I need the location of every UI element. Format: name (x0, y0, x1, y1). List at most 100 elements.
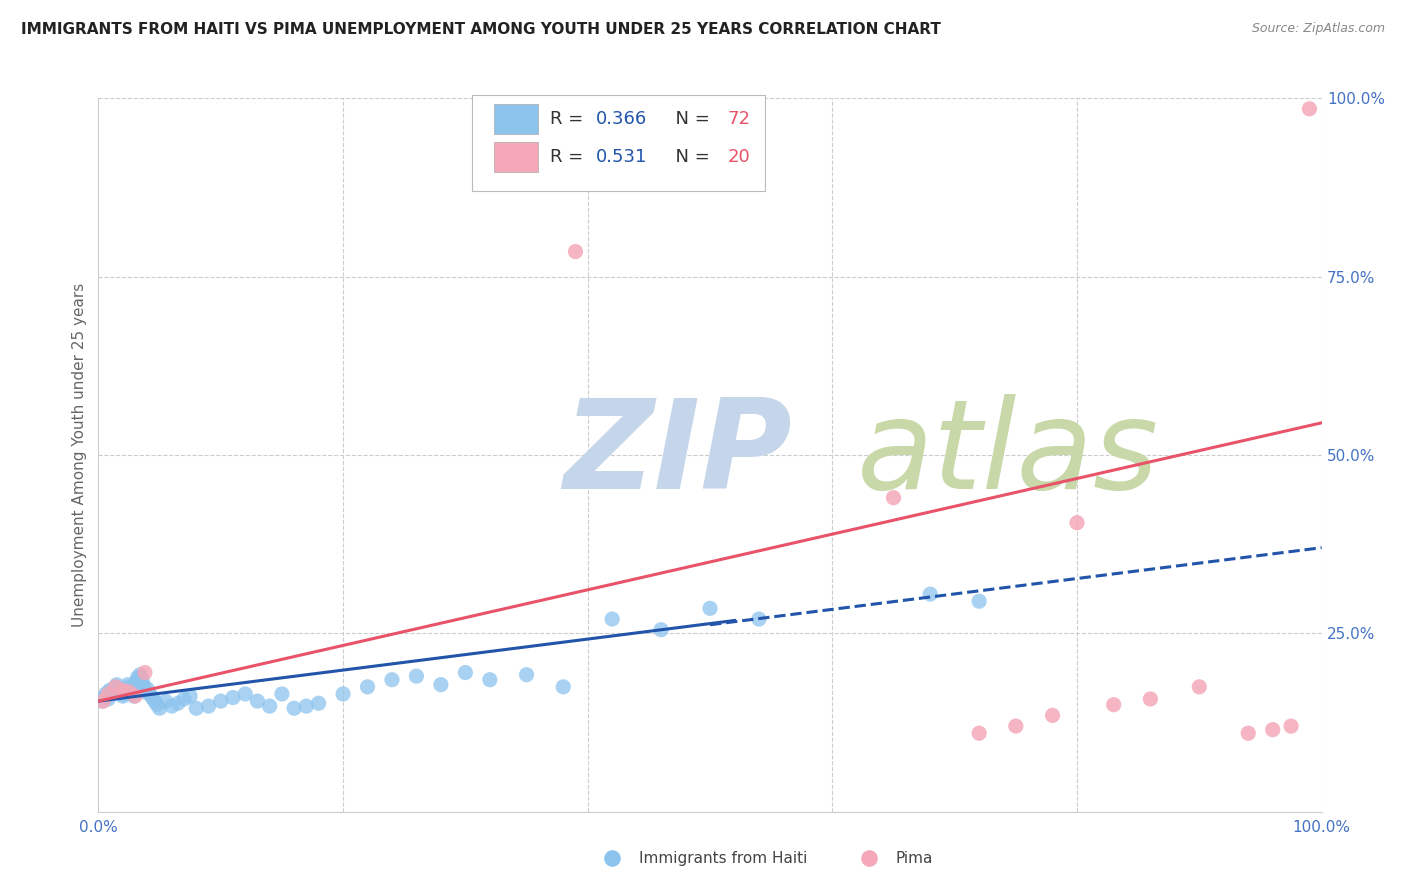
Point (136, 681, 159, 696)
Point (117, 678, 139, 692)
Point (699, 601, 721, 615)
Point (179, 689, 201, 703)
Point (107, 681, 129, 696)
Point (120, 685, 142, 699)
Point (134, 665, 156, 680)
Text: R =: R = (550, 110, 589, 128)
Text: Pima: Pima (896, 851, 934, 865)
Point (1102, 698, 1125, 712)
Point (564, 244, 586, 259)
Point (1004, 719, 1026, 733)
Point (186, 701, 208, 715)
Point (1298, 102, 1320, 116)
Point (295, 699, 318, 714)
Point (515, 667, 537, 681)
Point (270, 687, 294, 701)
Point (101, 681, 124, 696)
Point (104, 680, 127, 694)
Point (131, 674, 153, 689)
Point (105, 678, 128, 692)
Point (134, 685, 156, 699)
Point (96, 689, 118, 703)
Point (858, 851, 880, 865)
Point (111, 683, 134, 698)
Point (553, 680, 575, 694)
Point (155, 694, 177, 708)
Y-axis label: Unemployment Among Youth under 25 years: Unemployment Among Youth under 25 years (72, 283, 87, 627)
Point (748, 612, 770, 626)
Point (259, 699, 281, 714)
Point (600, 612, 623, 626)
Text: ZIP: ZIP (564, 394, 792, 516)
Point (129, 671, 152, 685)
Point (197, 699, 219, 714)
Point (1237, 726, 1260, 740)
Point (127, 671, 149, 685)
Point (1139, 692, 1161, 706)
Text: Source: ZipAtlas.com: Source: ZipAtlas.com (1251, 22, 1385, 36)
Point (108, 687, 131, 701)
Point (967, 594, 990, 608)
Point (120, 681, 142, 696)
FancyBboxPatch shape (494, 103, 537, 134)
Point (650, 623, 672, 637)
Point (149, 701, 172, 715)
Point (381, 673, 404, 687)
Point (478, 673, 501, 687)
Text: 0.531: 0.531 (596, 148, 648, 166)
Point (103, 685, 125, 699)
Point (125, 674, 148, 689)
Point (97, 692, 120, 706)
Point (430, 678, 453, 692)
Point (128, 673, 150, 687)
Text: N =: N = (664, 148, 716, 166)
Text: Immigrants from Haiti: Immigrants from Haiti (640, 851, 807, 865)
Point (143, 694, 166, 708)
Point (101, 687, 124, 701)
Point (454, 665, 477, 680)
Point (209, 694, 232, 708)
Text: N =: N = (664, 110, 716, 128)
Point (967, 726, 990, 740)
Point (124, 689, 146, 703)
Point (356, 680, 378, 694)
Text: 72: 72 (727, 110, 751, 128)
Point (1261, 723, 1284, 737)
Point (308, 696, 330, 710)
Point (405, 669, 427, 683)
Point (173, 692, 195, 706)
Point (97, 687, 120, 701)
Point (332, 687, 354, 701)
Point (118, 680, 141, 694)
Point (115, 681, 138, 696)
Point (222, 690, 245, 705)
Point (111, 685, 134, 699)
Point (246, 694, 269, 708)
Text: 0.366: 0.366 (596, 110, 648, 128)
FancyBboxPatch shape (471, 95, 765, 191)
Text: IMMIGRANTS FROM HAITI VS PIMA UNEMPLOYMENT AMONG YOUTH UNDER 25 YEARS CORRELATIO: IMMIGRANTS FROM HAITI VS PIMA UNEMPLOYME… (21, 22, 941, 37)
Point (124, 678, 146, 692)
Point (920, 587, 942, 601)
Point (121, 687, 143, 701)
Point (1066, 516, 1088, 530)
Point (1188, 680, 1211, 694)
Point (112, 687, 135, 701)
Point (141, 690, 163, 705)
Point (91, 694, 114, 708)
FancyBboxPatch shape (494, 143, 537, 172)
Point (883, 491, 905, 505)
Point (100, 685, 122, 699)
Point (114, 685, 136, 699)
Point (93, 690, 115, 705)
Text: atlas: atlas (856, 394, 1159, 516)
Point (98, 683, 121, 698)
Point (139, 687, 162, 701)
Point (91, 694, 114, 708)
Point (111, 689, 134, 703)
Point (104, 680, 127, 694)
Point (233, 687, 256, 701)
Text: R =: R = (550, 148, 589, 166)
Point (94, 687, 117, 701)
Point (122, 689, 145, 703)
